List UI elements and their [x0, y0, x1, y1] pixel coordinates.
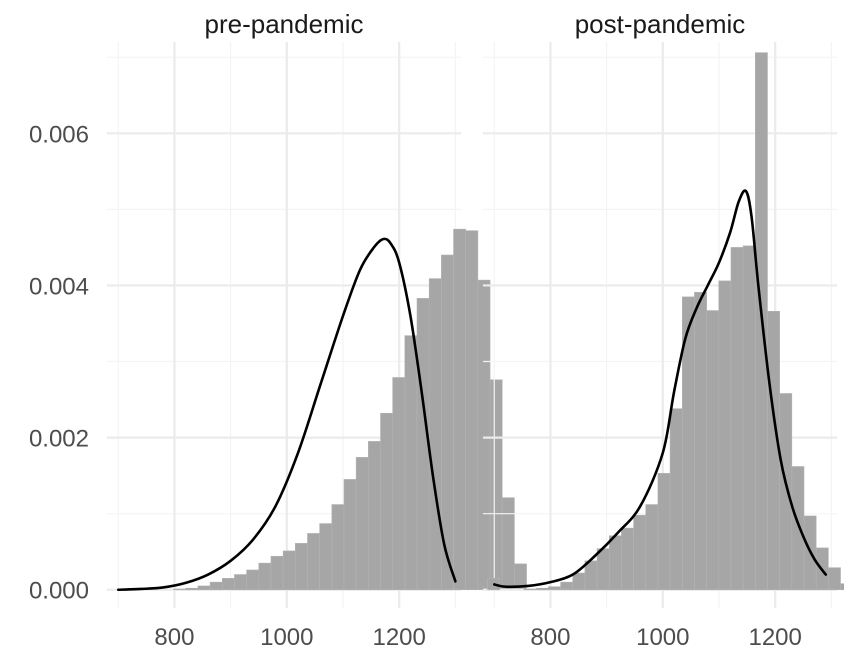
histogram-bar — [404, 335, 418, 591]
y-axis-ticks: 0.000 0.002 0.004 0.006 — [29, 121, 89, 604]
histogram-bar — [718, 280, 732, 591]
histogram-bar — [657, 473, 671, 591]
y-tick-label: 0.002 — [29, 426, 89, 453]
histogram-bar — [209, 581, 223, 591]
x-tick-label: 1200 — [372, 624, 425, 651]
histogram-bar — [560, 581, 574, 591]
x-tick-label: 800 — [530, 624, 570, 651]
histogram-bar — [221, 578, 235, 591]
y-tick-label: 0.004 — [29, 273, 89, 300]
histogram-bar — [608, 535, 622, 591]
histogram-bar — [173, 588, 187, 591]
histogram-bar — [234, 574, 247, 591]
histogram-bar — [197, 585, 211, 591]
x-tick-label: 1000 — [636, 624, 689, 651]
histogram-bar — [596, 548, 610, 591]
histogram-bar — [572, 572, 586, 591]
histogram-bar — [633, 514, 647, 591]
x-tick-label: 800 — [154, 624, 194, 651]
histogram-bar — [465, 230, 479, 591]
histogram-bar — [548, 586, 561, 591]
histogram-bar — [282, 550, 296, 591]
histogram-bar — [791, 466, 805, 591]
histogram-bar — [270, 555, 284, 591]
strip-label-post-pandemic: post-pandemic — [575, 9, 746, 39]
histogram-bar — [828, 567, 841, 591]
y-tick-label: 0.006 — [29, 121, 89, 148]
histogram-bar — [840, 583, 844, 591]
histogram-bar — [694, 291, 707, 591]
histogram-bar — [319, 523, 333, 591]
histogram-bar — [392, 377, 406, 591]
y-tick-label: 0.000 — [29, 578, 89, 605]
x-tick-label: 1200 — [748, 624, 801, 651]
histogram-bar — [380, 412, 393, 591]
histogram-bar — [246, 569, 260, 591]
histogram-bar — [185, 587, 199, 591]
histogram-bar — [535, 587, 549, 591]
histogram-bar — [645, 504, 659, 591]
histogram-bar — [730, 247, 744, 591]
x-tick-label: 1000 — [260, 624, 313, 651]
histogram-bar — [331, 504, 345, 591]
density-curve-post-pandemic — [492, 189, 828, 589]
histogram-bar — [523, 588, 537, 591]
histogram-bar — [343, 479, 357, 591]
panel-post-pandemic: post-pandemic 800 1000 1200 — [483, 9, 844, 651]
density-curve-pre-pandemic — [116, 237, 457, 592]
histogram-bar — [307, 533, 320, 591]
histogram-bar — [295, 543, 308, 591]
histogram-bar — [669, 408, 683, 591]
histogram-bar — [258, 562, 272, 591]
panel-pre-pandemic: pre-pandemic 800 1000 1200 — [107, 9, 527, 651]
histogram-bar — [453, 228, 467, 591]
histogram-bar — [706, 310, 720, 591]
histogram-bar — [621, 527, 634, 591]
histogram-bar — [477, 279, 491, 591]
histogram-bar — [742, 245, 756, 591]
histogram-bar — [368, 441, 381, 591]
strip-label-pre-pandemic: pre-pandemic — [205, 9, 364, 39]
histogram-bar — [489, 379, 503, 591]
histogram-bar — [428, 278, 442, 591]
histogram-bar — [355, 457, 369, 591]
histogram-bar — [779, 393, 793, 591]
histogram-bar — [501, 497, 515, 591]
